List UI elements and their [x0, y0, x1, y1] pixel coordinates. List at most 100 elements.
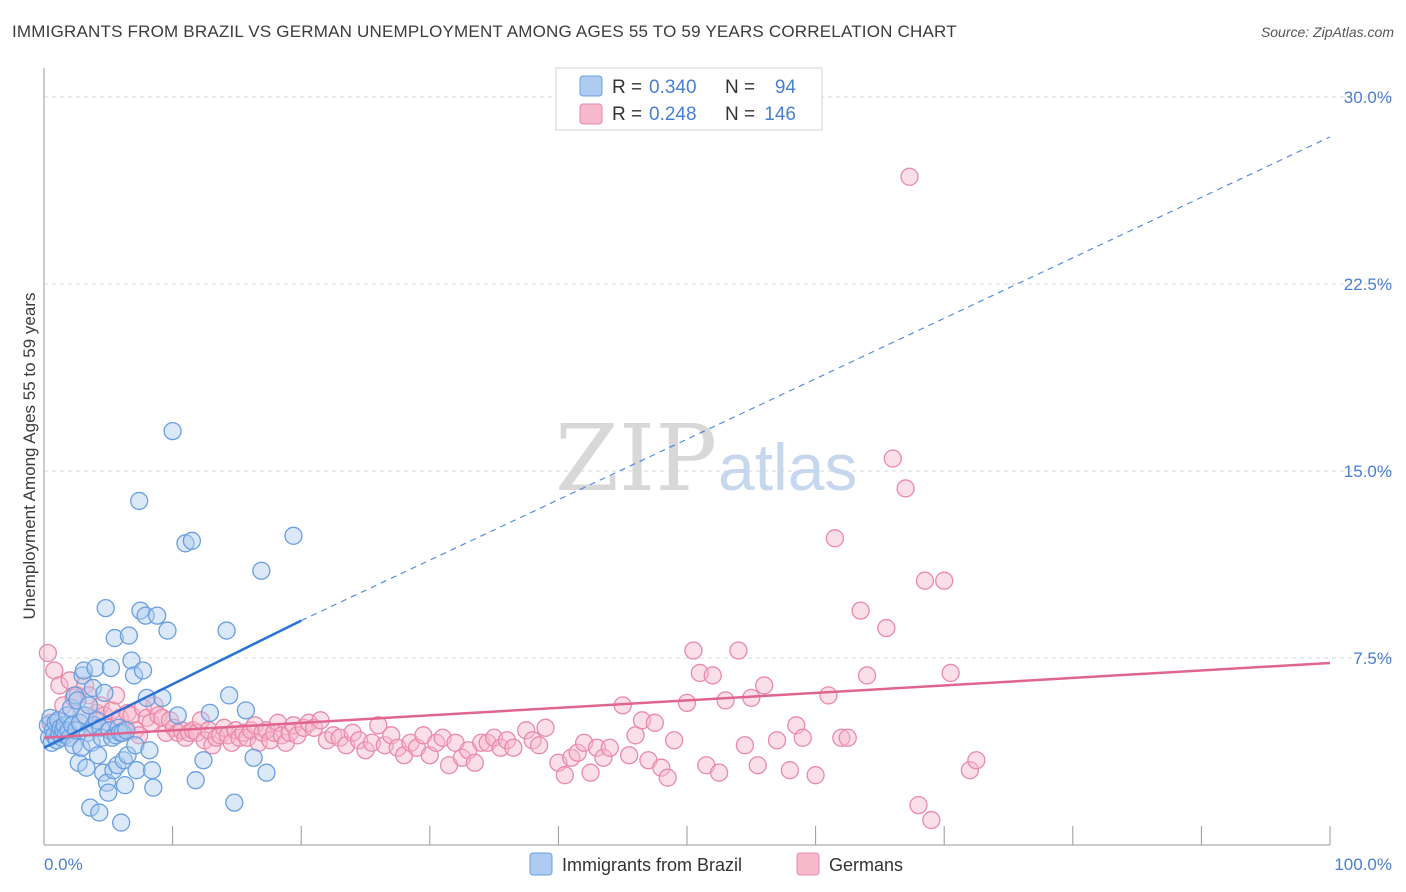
brazil-trend-line	[43, 619, 302, 749]
legend-swatch-pink	[579, 103, 603, 125]
y-tick-label: 22.5%	[1344, 275, 1392, 294]
brazil-point	[83, 678, 103, 698]
germans-point	[909, 795, 928, 815]
brazil-point	[131, 601, 150, 620]
germans-point	[767, 731, 787, 750]
bottom-legend-label-germans: Germans	[829, 855, 903, 875]
germans-point	[780, 761, 800, 780]
brazil-point	[186, 771, 205, 790]
y-tick-label: 7.5%	[1353, 649, 1392, 668]
watermark-atlas: atlas	[718, 430, 857, 504]
germans-point	[38, 643, 58, 663]
watermark-zip: ZIP	[555, 405, 717, 512]
legend-r-label-2: R =	[612, 104, 642, 125]
germans-point	[517, 721, 536, 740]
legend-n-label-1: N =	[725, 77, 755, 98]
germans-point	[50, 676, 69, 695]
brazil-point	[115, 776, 135, 795]
brazil-point	[200, 703, 220, 723]
brazil-point	[182, 531, 202, 550]
germans-point	[793, 728, 812, 747]
germans-point	[504, 738, 523, 757]
brazil-point	[236, 701, 256, 720]
germans-point	[877, 618, 896, 638]
germans-point	[600, 738, 619, 757]
germans-point	[838, 728, 857, 747]
brazil-point	[95, 683, 114, 703]
brazil-point	[163, 421, 182, 441]
germans-point	[594, 748, 613, 767]
germans-point	[935, 571, 954, 590]
germans-point	[536, 718, 555, 737]
brazil-point	[65, 686, 85, 705]
brazil-point	[90, 803, 109, 822]
brazil-point	[119, 626, 139, 645]
brazil-point	[257, 763, 276, 782]
germans-trend-line	[43, 661, 1331, 740]
brazil-point	[284, 526, 303, 545]
brazil-point	[99, 783, 118, 802]
brazil-point	[148, 606, 167, 625]
germans-point	[896, 479, 915, 498]
germans-point	[645, 713, 664, 732]
germans-point	[529, 736, 549, 755]
germans-point	[581, 763, 600, 782]
germans-point	[710, 763, 729, 782]
brazil-point	[81, 798, 100, 817]
germans-point	[555, 766, 574, 785]
legend-r-value-2: 0.248	[649, 104, 697, 125]
germans-point	[356, 741, 375, 760]
germans-point	[915, 571, 935, 590]
brazil-point	[77, 758, 96, 777]
germans-point	[857, 666, 877, 685]
brazil-point	[124, 666, 144, 685]
germans-point	[851, 601, 870, 620]
brazil-point	[88, 746, 108, 765]
germans-point	[652, 758, 671, 777]
germans-point	[677, 693, 697, 713]
legend-r-label-1: R =	[612, 77, 642, 98]
legend-swatch-blue	[579, 75, 603, 97]
brazil-point	[74, 661, 94, 680]
germans-point	[967, 751, 986, 770]
germans-point	[941, 663, 960, 683]
brazil-point	[105, 628, 124, 648]
legend-r-value-1: 0.340	[649, 77, 697, 98]
brazil-point	[217, 621, 236, 640]
brazil-point	[96, 598, 115, 618]
brazil-point	[130, 491, 149, 511]
y-tick-label: 30.0%	[1344, 88, 1392, 107]
brazil-points	[38, 421, 303, 832]
germans-point	[369, 716, 388, 735]
gridlines	[44, 96, 1392, 659]
brazil-point	[86, 658, 105, 678]
brazil-point	[118, 746, 137, 765]
germans-point	[619, 746, 639, 765]
legend-n-label-2: N =	[725, 104, 755, 125]
germans-point	[825, 529, 845, 548]
x-tick-min: 0.0%	[44, 855, 83, 874]
brazil-point	[126, 736, 145, 755]
brazil-point	[194, 751, 213, 770]
stats-legend: R = 0.340 N = 94 R = 0.248 N = 146	[555, 67, 823, 131]
bottom-legend-label-brazil: Immigrants from Brazil	[562, 855, 742, 875]
bottom-legend-swatch-pink	[796, 852, 820, 876]
germans-point	[568, 743, 587, 762]
brazil-point	[133, 661, 153, 680]
germans-point	[106, 686, 126, 705]
series-legend: Immigrants from Brazil Germans	[529, 852, 903, 876]
brazil-point	[122, 651, 141, 670]
germans-point	[343, 723, 362, 742]
germans-point	[900, 167, 919, 186]
brazil-point	[142, 761, 162, 780]
germans-point	[288, 726, 307, 745]
x-tick-max: 100.0%	[1334, 855, 1392, 874]
germans-point	[806, 766, 825, 785]
germans-point	[465, 753, 484, 772]
trend-lines	[43, 136, 1331, 749]
germans-point	[587, 738, 607, 757]
y-tick-label: 15.0%	[1344, 462, 1392, 481]
legend-n-value-2: 146	[764, 104, 796, 125]
legend-n-value-1: 94	[775, 77, 797, 98]
